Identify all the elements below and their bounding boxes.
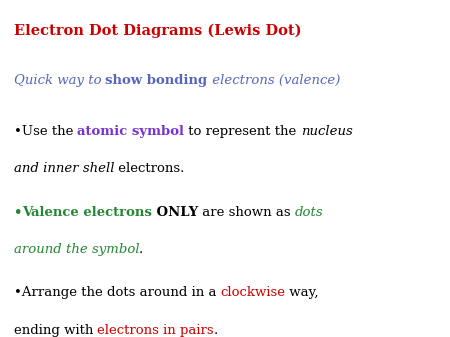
Text: to represent the: to represent the	[184, 125, 301, 138]
Text: .: .	[214, 324, 218, 337]
Text: around the symbol: around the symbol	[14, 243, 139, 256]
Text: way,: way,	[285, 286, 319, 300]
Text: ONLY: ONLY	[152, 206, 198, 219]
Text: electrons.: electrons.	[114, 162, 184, 175]
Text: electrons (valence): electrons (valence)	[207, 74, 340, 87]
Text: dots: dots	[295, 206, 324, 219]
Text: .: .	[139, 243, 144, 256]
Text: electrons in pairs: electrons in pairs	[97, 324, 214, 337]
Text: and inner shell: and inner shell	[14, 162, 114, 175]
Text: clockwise: clockwise	[220, 286, 285, 300]
Text: Valence electrons: Valence electrons	[22, 206, 152, 219]
Text: nucleus: nucleus	[301, 125, 352, 138]
Text: ending with: ending with	[14, 324, 97, 337]
Text: •Arrange the dots around in a: •Arrange the dots around in a	[14, 286, 220, 300]
Text: •: •	[14, 206, 22, 219]
Text: Quick way to: Quick way to	[14, 74, 105, 87]
Text: show bonding: show bonding	[105, 74, 207, 87]
Text: are shown as: are shown as	[198, 206, 295, 219]
Text: Electron Dot Diagrams (Lewis Dot): Electron Dot Diagrams (Lewis Dot)	[14, 24, 301, 38]
Text: •Use the: •Use the	[14, 125, 77, 138]
Text: atomic symbol: atomic symbol	[77, 125, 184, 138]
